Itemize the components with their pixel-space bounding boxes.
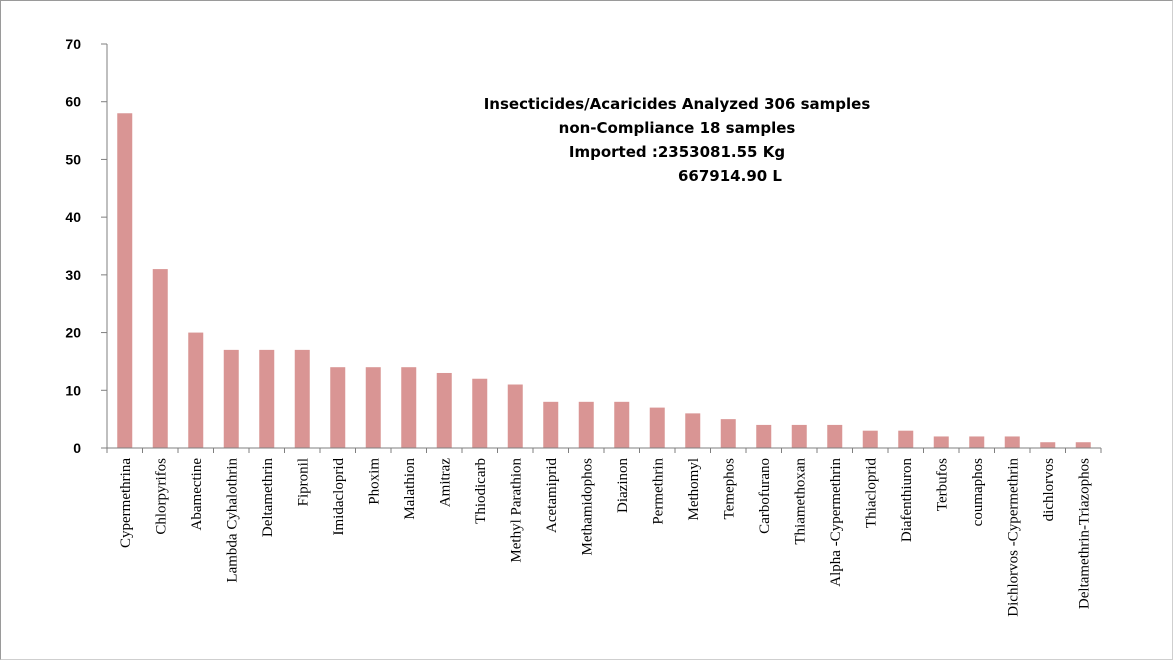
x-tick-label: Diafenthiuron	[899, 458, 915, 543]
x-tick-label: Malathion	[402, 458, 418, 520]
x-axis: Cypermethrina Chlorpyrifos Abamectine Lambd…	[106, 447, 1102, 617]
x-tick-label: Cypermethrina	[118, 458, 134, 548]
x-tick-label: Methyl Parathion	[508, 458, 524, 563]
bar	[472, 378, 488, 448]
bar	[436, 372, 452, 448]
x-tick-label: Carbofurano	[757, 458, 773, 534]
bar	[117, 113, 133, 448]
bars	[117, 113, 1091, 448]
bar	[188, 332, 204, 448]
annotation-line-3: Imported :2353081.55 Kg	[569, 143, 785, 161]
x-tick-label: Temephos	[721, 458, 737, 520]
x-tick-label: Lambda Cyhalothrin	[224, 458, 240, 583]
y-tick-label: 10	[65, 382, 81, 398]
y-tick-label: 60	[65, 94, 81, 110]
x-tick-label: Deltamethrin	[260, 458, 276, 538]
x-tick-label: Permethrin	[650, 458, 666, 525]
y-tick-label: 20	[65, 325, 81, 341]
bar	[543, 401, 559, 448]
bar	[223, 349, 239, 448]
bar	[365, 367, 381, 448]
bar	[933, 436, 949, 448]
x-tick-label: Phoxim	[366, 458, 382, 505]
bar	[1075, 442, 1091, 448]
annotation-line-1: Insecticides/Acaricides Analyzed 306 sam…	[484, 95, 871, 113]
bar	[578, 401, 594, 448]
bar	[685, 413, 701, 448]
y-tick-label: 50	[65, 151, 81, 167]
annotation-line-2: non-Compliance 18 samples	[559, 119, 796, 137]
x-tick-label: Methomyl	[686, 458, 702, 521]
x-tick-label: Terbufos	[934, 458, 950, 511]
annotation-box: Insecticides/Acaricides Analyzed 306 sam…	[484, 95, 871, 185]
x-tick-label: Alpha -Cypermethrin	[828, 458, 844, 587]
x-tick-label: Deltamethrin-Triazophos	[1076, 458, 1092, 609]
x-tick-label: Thiamethoxan	[792, 458, 808, 545]
bar	[862, 430, 878, 448]
bar	[756, 424, 772, 448]
x-tick-label: Methamidophos	[579, 458, 595, 556]
x-tick-label: Imidacloprid	[331, 458, 347, 536]
bar	[720, 419, 736, 448]
bar	[614, 401, 630, 448]
bar	[827, 424, 843, 448]
x-tick-label: Thiodicarb	[473, 458, 489, 524]
x-tick-label: Amitraz	[437, 458, 453, 507]
y-tick-label: 70	[65, 36, 81, 52]
bar	[649, 407, 665, 448]
y-axis: 0 10 20 30 40 50 60 70	[65, 36, 108, 456]
bar	[1004, 436, 1020, 448]
bar	[1040, 442, 1056, 448]
bar	[152, 269, 168, 448]
bar	[507, 384, 523, 448]
annotation-line-4: 667914.90 L	[678, 167, 782, 185]
y-tick-label: 0	[73, 440, 81, 456]
x-tick-label: Diazinon	[615, 458, 631, 513]
x-tick-label: Thiacloprid	[863, 458, 879, 528]
x-tick-label: Acetamiprid	[544, 458, 560, 533]
x-tick-label: Dichlorvos -Cypermethrin	[1005, 458, 1021, 617]
x-tick-label: Chlorpyrifos	[153, 458, 169, 535]
bar	[259, 349, 275, 448]
x-tick-label: dichlorvos	[1041, 458, 1057, 521]
bar	[791, 424, 807, 448]
bar	[969, 436, 985, 448]
x-tick-label: coumaphos	[970, 458, 986, 526]
bar	[330, 367, 346, 448]
y-tick-label: 40	[65, 209, 81, 225]
x-tick-label: Fipronil	[295, 458, 311, 506]
x-tick-label: Abamectine	[189, 458, 205, 531]
y-tick-label: 30	[65, 267, 81, 283]
bar	[898, 430, 914, 448]
bar	[294, 349, 310, 448]
bar	[401, 367, 417, 448]
